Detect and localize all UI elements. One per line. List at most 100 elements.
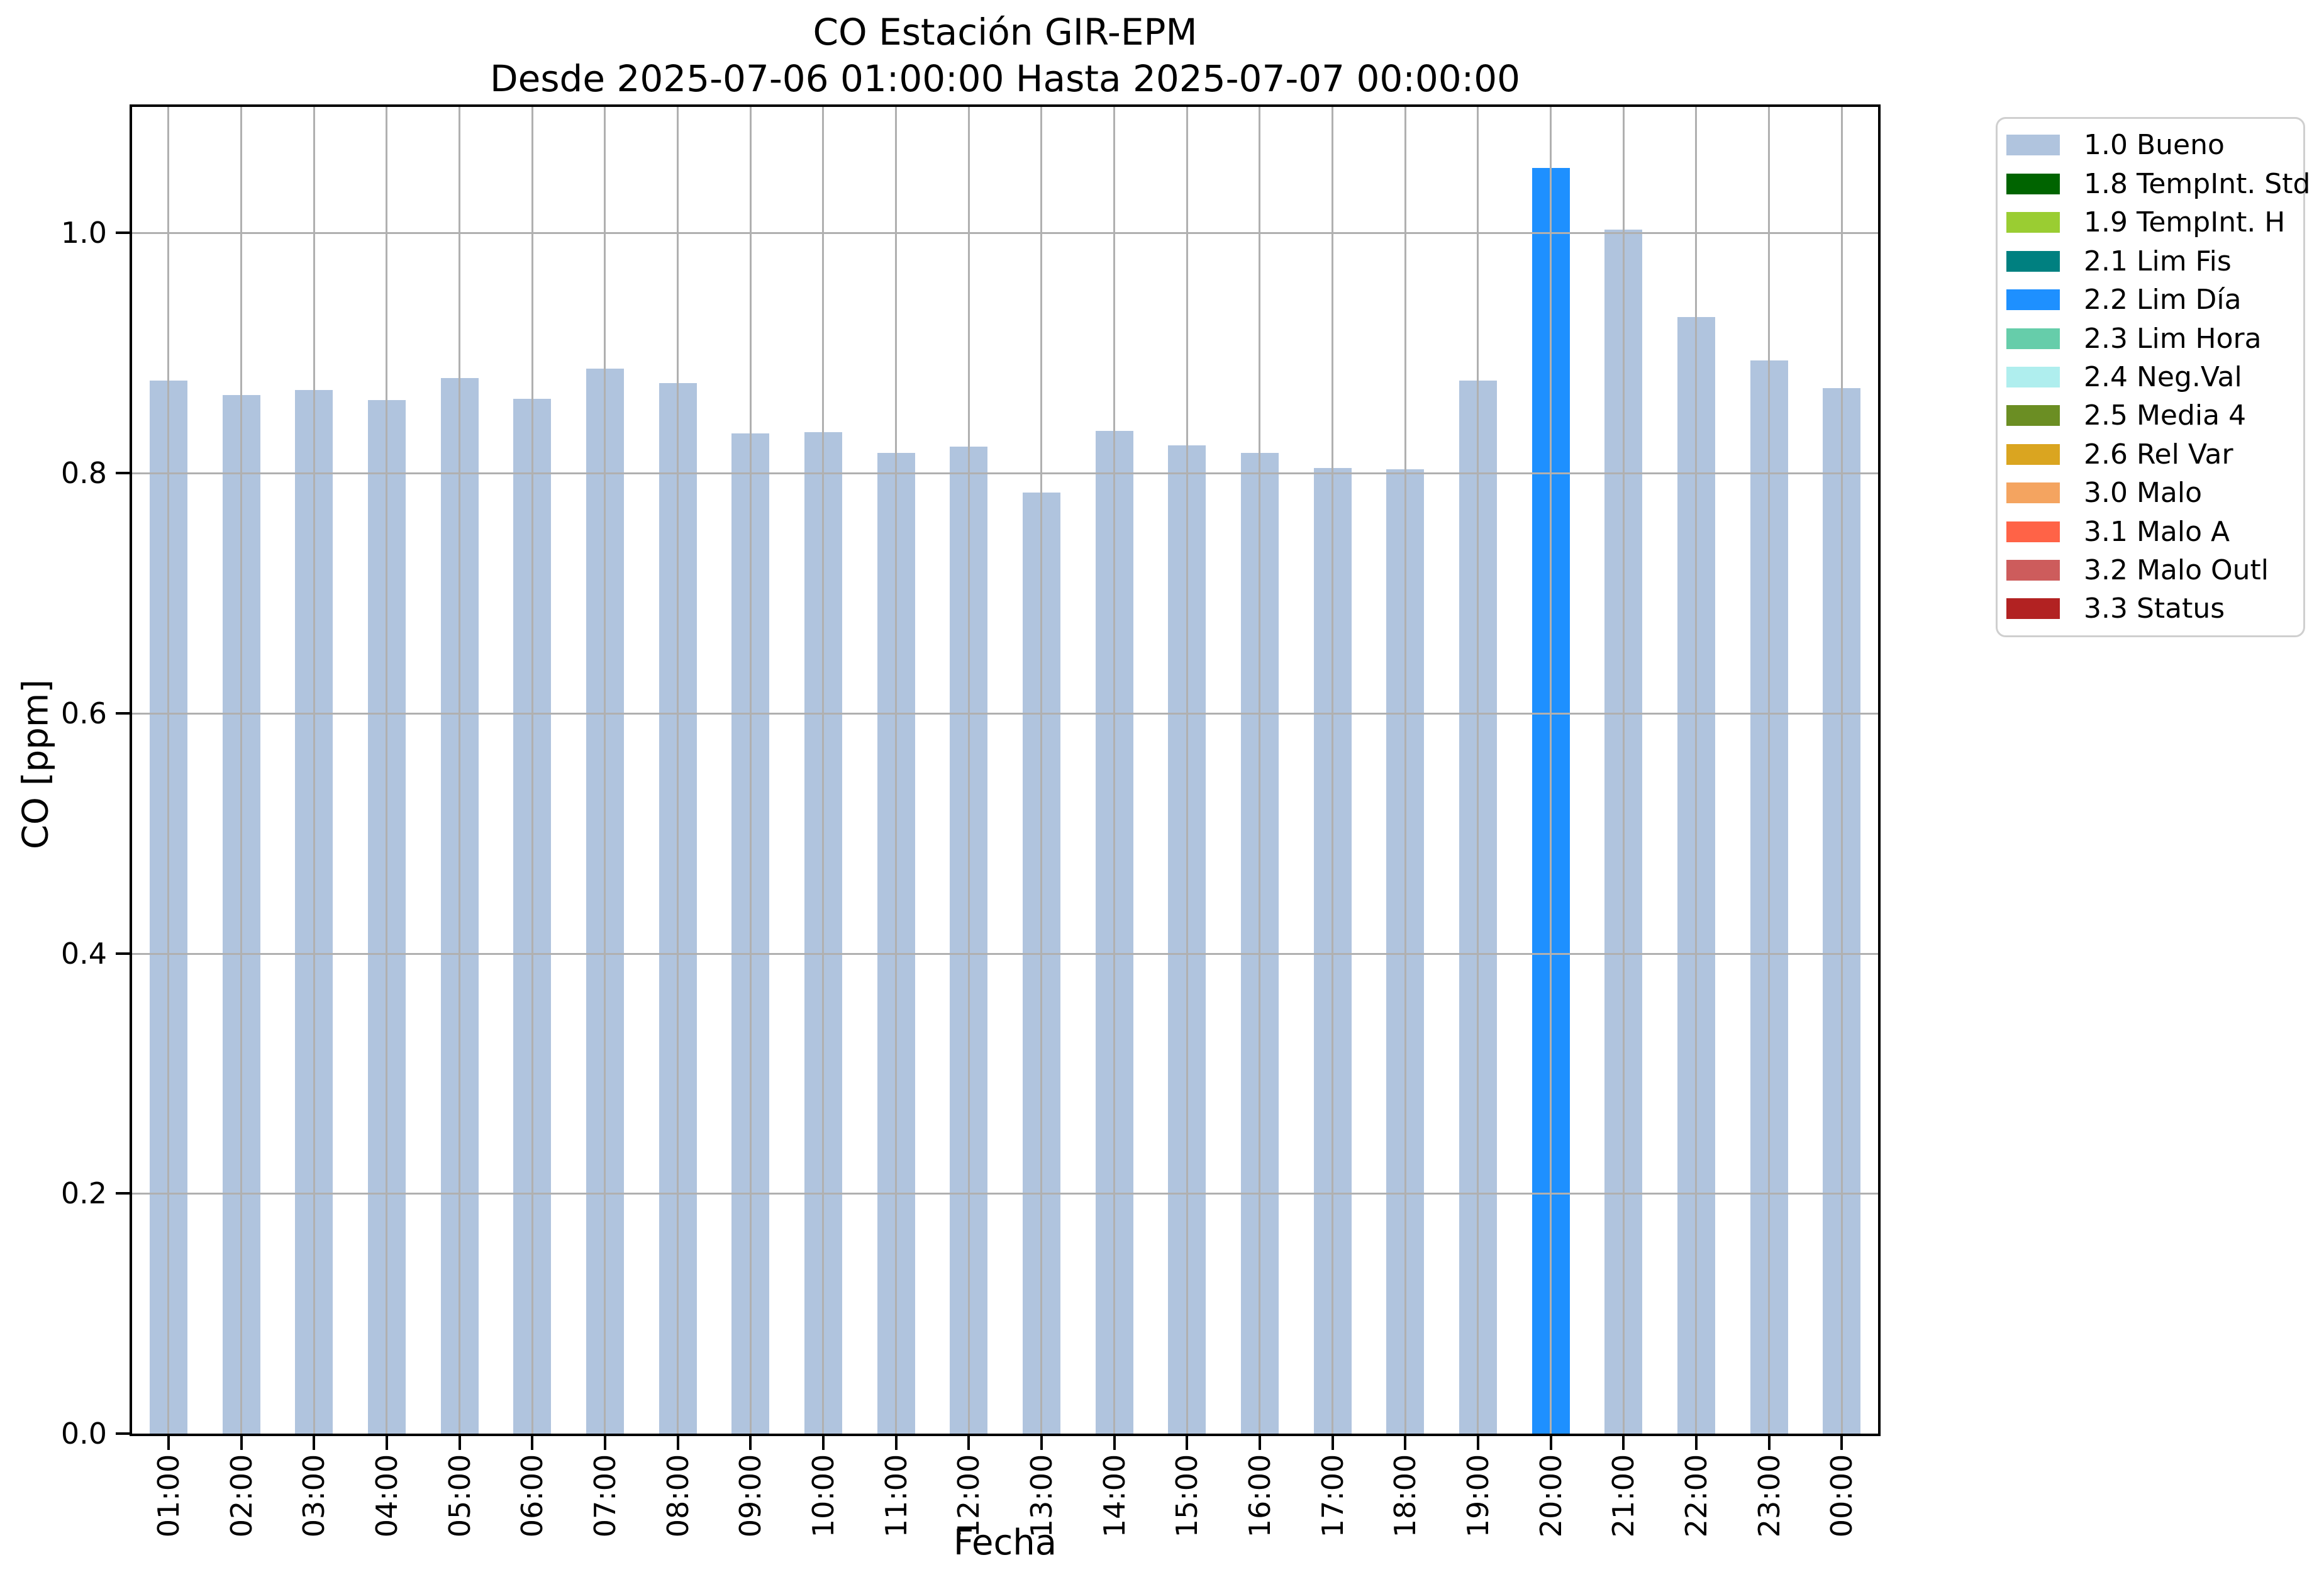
gridline-vertical-10:00 bbox=[822, 107, 824, 1434]
plot-area bbox=[130, 104, 1881, 1436]
chart-title: CO Estación GIR-EPM bbox=[813, 11, 1198, 53]
x-tick-label-08:00: 08:00 bbox=[661, 1454, 695, 1538]
x-tick-label-20:00: 20:00 bbox=[1534, 1454, 1568, 1538]
x-tick-label-12:00: 12:00 bbox=[952, 1454, 986, 1538]
gridline-vertical-17:00 bbox=[1332, 107, 1333, 1434]
gridline-horizontal-1.0 bbox=[132, 232, 1878, 234]
legend-item-label: 1.8 TempInt. Std bbox=[2084, 167, 2311, 200]
x-tick-label-23:00: 23:00 bbox=[1752, 1454, 1786, 1538]
y-tick-label-0.2: 0.2 bbox=[60, 1176, 107, 1210]
y-tick-label-0.6: 0.6 bbox=[60, 696, 107, 730]
legend-item: 1.8 TempInt. Std bbox=[1998, 168, 2310, 200]
x-tick-label-06:00: 06:00 bbox=[515, 1454, 549, 1538]
gridline-vertical-19:00 bbox=[1477, 107, 1479, 1434]
legend-item-label: 3.2 Malo Outl bbox=[2084, 554, 2269, 587]
legend-item-label: 3.1 Malo A bbox=[2084, 515, 2230, 548]
x-tick-label-00:00: 00:00 bbox=[1825, 1454, 1859, 1538]
x-axis-label: Fecha bbox=[953, 1522, 1057, 1563]
x-tick-label-14:00: 14:00 bbox=[1098, 1454, 1131, 1538]
x-tick-mark-04:00 bbox=[386, 1436, 388, 1450]
legend-item-label: 3.0 Malo bbox=[2084, 477, 2203, 510]
legend-item: 2.4 Neg.Val bbox=[1998, 361, 2303, 393]
legend-item-label: 1.0 Bueno bbox=[2084, 129, 2225, 162]
x-tick-mark-11:00 bbox=[895, 1436, 898, 1450]
x-tick-mark-00:00 bbox=[1840, 1436, 1843, 1450]
x-tick-mark-21:00 bbox=[1622, 1436, 1625, 1450]
legend-item-label: 2.4 Neg.Val bbox=[2084, 360, 2242, 393]
legend-item: 2.1 Lim Fis bbox=[1998, 245, 2303, 277]
gridline-vertical-08:00 bbox=[677, 107, 679, 1434]
y-tick-mark-0.2 bbox=[116, 1192, 130, 1195]
y-tick-label-0.4: 0.4 bbox=[60, 937, 107, 971]
legend-item-label: 2.1 Lim Fis bbox=[2084, 245, 2232, 277]
x-tick-label-21:00: 21:00 bbox=[1606, 1454, 1640, 1538]
chart-title-block: CO Estación GIR-EPM Desde 2025-07-06 01:… bbox=[130, 9, 1881, 102]
gridline-horizontal-0.6 bbox=[132, 713, 1878, 715]
x-tick-mark-03:00 bbox=[313, 1436, 315, 1450]
x-tick-mark-09:00 bbox=[749, 1436, 752, 1450]
x-tick-mark-23:00 bbox=[1768, 1436, 1771, 1450]
legend-item-label: 2.5 Media 4 bbox=[2084, 399, 2247, 432]
legend-swatch bbox=[2006, 212, 2060, 233]
legend-swatch bbox=[2006, 482, 2060, 504]
legend-item: 1.0 Bueno bbox=[1998, 129, 2303, 161]
chart-subtitle: Desde 2025-07-06 01:00:00 Hasta 2025-07-… bbox=[489, 57, 1521, 100]
x-tick-label-05:00: 05:00 bbox=[443, 1454, 477, 1538]
legend-swatch bbox=[2006, 443, 2060, 465]
legend-swatch bbox=[2006, 366, 2060, 387]
gridline-vertical-09:00 bbox=[750, 107, 752, 1434]
legend-swatch bbox=[2006, 289, 2060, 311]
gridline-vertical-23:00 bbox=[1768, 107, 1770, 1434]
x-tick-label-13:00: 13:00 bbox=[1025, 1454, 1059, 1538]
gridline-vertical-20:00 bbox=[1550, 107, 1552, 1434]
gridline-horizontal-0.8 bbox=[132, 472, 1878, 474]
gridline-horizontal-0.4 bbox=[132, 953, 1878, 955]
legend-item-label: 1.9 TempInt. H bbox=[2084, 206, 2286, 239]
gridline-vertical-03:00 bbox=[313, 107, 315, 1434]
legend-swatch bbox=[2006, 135, 2060, 156]
x-tick-mark-19:00 bbox=[1477, 1436, 1479, 1450]
x-tick-mark-06:00 bbox=[531, 1436, 533, 1450]
y-tick-mark-0.8 bbox=[116, 472, 130, 474]
gridline-vertical-21:00 bbox=[1623, 107, 1625, 1434]
gridline-vertical-14:00 bbox=[1113, 107, 1115, 1434]
x-tick-label-11:00: 11:00 bbox=[879, 1454, 913, 1538]
x-tick-mark-16:00 bbox=[1259, 1436, 1261, 1450]
legend-item-label: 3.3 Status bbox=[2084, 593, 2225, 625]
gridline-vertical-16:00 bbox=[1259, 107, 1260, 1434]
legend-item: 3.2 Malo Outl bbox=[1998, 554, 2303, 586]
gridline-vertical-18:00 bbox=[1404, 107, 1406, 1434]
legend-item: 1.9 TempInt. H bbox=[1998, 206, 2303, 238]
legend-item: 2.5 Media 4 bbox=[1998, 399, 2303, 432]
x-tick-label-15:00: 15:00 bbox=[1170, 1454, 1204, 1538]
gridline-vertical-05:00 bbox=[459, 107, 460, 1434]
legend-swatch bbox=[2006, 521, 2060, 542]
y-tick-label-1.0: 1.0 bbox=[60, 216, 107, 250]
legend-item: 2.2 Lim Día bbox=[1998, 284, 2303, 316]
gridline-horizontal-0.2 bbox=[132, 1193, 1878, 1195]
x-tick-label-09:00: 09:00 bbox=[733, 1454, 767, 1538]
gridline-vertical-06:00 bbox=[531, 107, 533, 1434]
gridline-vertical-11:00 bbox=[895, 107, 897, 1434]
gridline-vertical-00:00 bbox=[1841, 107, 1843, 1434]
legend-item: 3.1 Malo A bbox=[1998, 516, 2303, 548]
gridline-vertical-22:00 bbox=[1695, 107, 1697, 1434]
gridline-vertical-07:00 bbox=[604, 107, 606, 1434]
x-tick-label-02:00: 02:00 bbox=[225, 1454, 259, 1538]
gridline-vertical-01:00 bbox=[167, 107, 169, 1434]
y-tick-label-0.0: 0.0 bbox=[60, 1417, 107, 1451]
legend-swatch bbox=[2006, 173, 2060, 194]
x-tick-label-17:00: 17:00 bbox=[1316, 1454, 1350, 1538]
legend-item: 3.0 Malo bbox=[1998, 477, 2303, 509]
legend-item-label: 2.3 Lim Hora bbox=[2084, 322, 2262, 355]
gridline-vertical-15:00 bbox=[1186, 107, 1188, 1434]
gridline-vertical-02:00 bbox=[240, 107, 242, 1434]
x-tick-label-22:00: 22:00 bbox=[1679, 1454, 1713, 1538]
y-tick-mark-0.6 bbox=[116, 712, 130, 715]
y-tick-label-0.8: 0.8 bbox=[60, 456, 107, 490]
x-tick-mark-22:00 bbox=[1695, 1436, 1698, 1450]
x-tick-mark-15:00 bbox=[1186, 1436, 1188, 1450]
legend-item: 3.3 Status bbox=[1998, 593, 2303, 625]
x-tick-mark-10:00 bbox=[822, 1436, 825, 1450]
